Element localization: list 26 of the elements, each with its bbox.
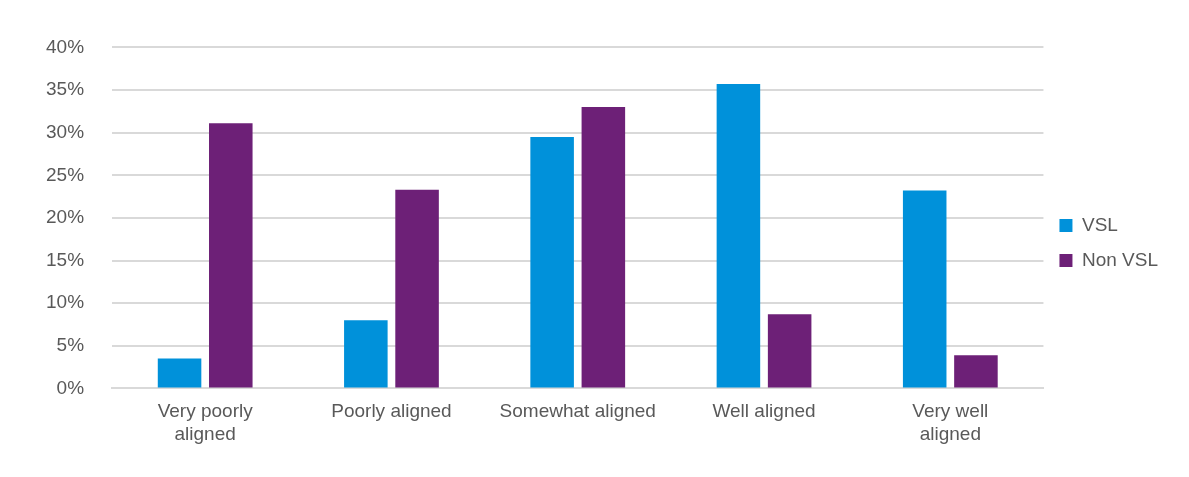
y-tick-label: 20% <box>46 206 85 228</box>
bar <box>902 190 947 388</box>
y-tick-label: 35% <box>46 78 85 100</box>
bar <box>395 189 439 388</box>
bar <box>344 320 388 388</box>
x-tick-label: Somewhat aligned <box>499 400 656 422</box>
bar <box>157 358 202 388</box>
y-tick-label: 40% <box>46 35 85 57</box>
y-tick-label: 30% <box>46 120 85 142</box>
legend-label: Non VSL <box>1081 248 1158 270</box>
y-tick-label: 0% <box>56 376 85 398</box>
bar <box>767 314 812 388</box>
bar <box>716 84 761 388</box>
x-tick-label: Very well aligned <box>912 400 989 444</box>
y-tick-label: 5% <box>56 334 85 356</box>
legend-label: VSL <box>1081 213 1118 235</box>
y-tick-label: 10% <box>46 291 85 313</box>
y-tick-label: 25% <box>46 163 85 185</box>
x-tick-label: Very poorly aligned <box>157 400 254 444</box>
bar <box>209 123 253 388</box>
bar <box>530 136 574 388</box>
bar <box>954 355 998 388</box>
bar <box>581 107 626 388</box>
x-tick-label: Poorly aligned <box>331 400 452 422</box>
x-tick-label: Well aligned <box>712 400 816 422</box>
y-tick-label: 15% <box>46 248 85 270</box>
